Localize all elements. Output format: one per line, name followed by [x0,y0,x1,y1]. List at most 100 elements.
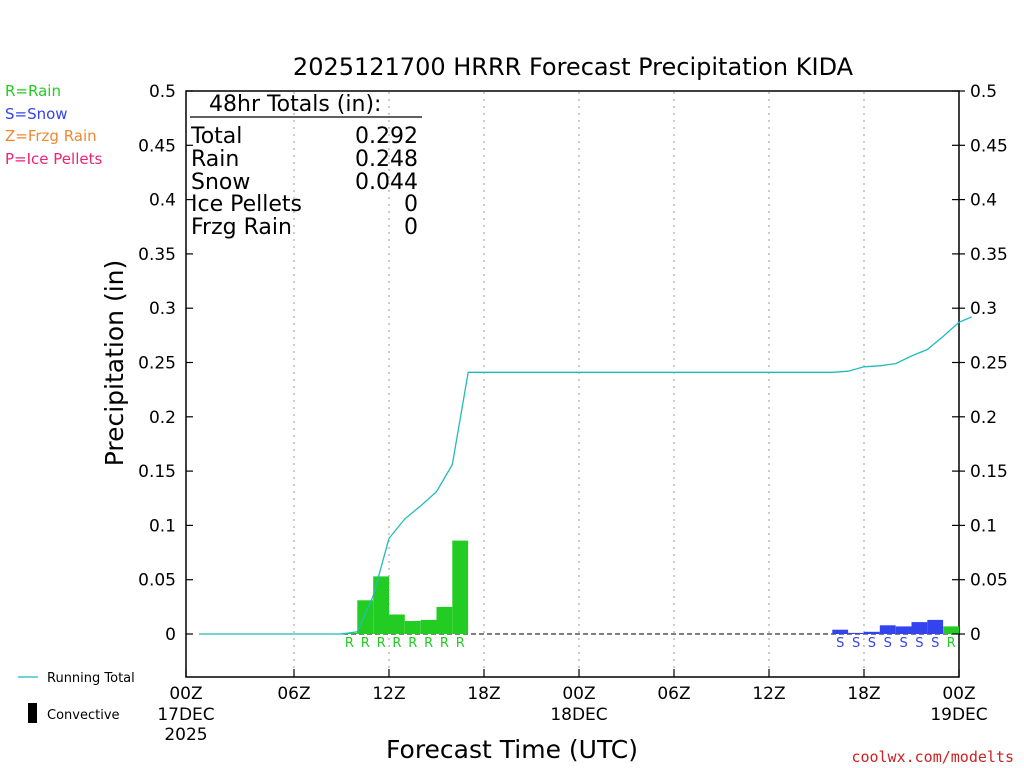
precip-bar [927,619,944,634]
y-axis-left: 0 0.05 0.1 0.15 0.2 0.25 0.3 0.35 0.4 0.45 0.5 [138,82,193,645]
y-tick-label-right: 0.35 [970,245,1008,265]
x-tick-label: 12Z [752,684,785,704]
precip-type-mark: S [899,636,907,651]
y-tick-label: 0.5 [149,82,176,102]
y-tick-label-right: 0.05 [970,571,1008,591]
y-tick-label-right: 0.2 [970,408,997,428]
precip-bar [864,631,880,634]
x-tick-label: 06Z [657,684,690,704]
totals-value-total: 0.292 [355,124,418,149]
precip-bar [357,600,374,634]
precip-bar [895,626,912,634]
x-axis-label: Forecast Time (UTC) [386,735,638,764]
running-total-legend-label: Running Total [47,671,135,686]
precip-type-mark: S [836,636,844,651]
y-axis-right: 0 0.05 0.1 0.15 0.2 0.25 0.3 0.35 0.4 0.45 0.5 [952,82,1008,645]
y-tick-label-right: 0.45 [970,136,1008,156]
precip-type-mark: R [440,636,449,651]
precip-type-mark: R [424,636,433,651]
totals-label-freezing-rain: Frzg Rain [191,215,292,240]
y-tick-label-right: 0.3 [970,299,997,319]
source-credit: coolwx.com/modelts [851,748,1014,766]
x-tick-label: 00Z [562,684,595,704]
y-tick-label-right: 0.4 [970,191,997,211]
y-tick-label: 0.35 [138,245,176,265]
legend-rain: R=Rain [5,82,61,100]
precip-bar [436,606,453,634]
x-tick-label: 00Z [942,684,975,704]
x-tick-date: 18DEC [550,705,607,725]
y-tick-label: 0.45 [138,136,176,156]
precip-bar [373,576,389,634]
precip-type-mark: R [377,636,386,651]
precip-type-mark: S [852,636,860,651]
y-tick-label: 0.4 [149,191,176,211]
precip-type-mark: S [868,636,876,651]
precip-bar [389,614,405,634]
type-legend: R=Rain S=Snow Z=Frzg Rain P=Ice Pellets [5,82,102,168]
x-tick-label: 06Z [277,684,310,704]
precip-bar [420,619,437,634]
precip-bar [452,540,469,634]
precip-type-mark: R [345,636,354,651]
y-tick-label: 0.1 [149,516,176,536]
x-tick-year: 2025 [164,725,207,745]
precip-bar [832,629,849,634]
y-axis-label: Precipitation (in) [100,260,129,467]
x-tick-label: 18Z [467,684,500,704]
bottom-legend: Running Total Convective [18,671,135,723]
legend-snow: S=Snow [5,105,68,123]
y-tick-label: 0.25 [138,354,176,374]
precip-type-mark: S [915,636,923,651]
running-total-series [199,316,972,635]
precip-type-mark: R [392,636,401,651]
x-tick-label: 18Z [847,684,880,704]
convective-legend-label: Convective [47,708,120,723]
y-tick-label-right: 0.25 [970,354,1008,374]
totals-value-snow: 0.044 [355,170,418,195]
totals-value-rain: 0.248 [355,147,418,172]
y-tick-label-right: 0.5 [970,82,997,102]
precip-bars [341,540,959,634]
totals-label-total: Total [190,124,242,149]
precip-bar [848,632,864,634]
precip-type-mark: R [456,636,465,651]
totals-label-ice-pellets: Ice Pellets [191,192,302,217]
precip-type-mark: R [408,636,417,651]
y-tick-label: 0.15 [138,462,176,482]
x-tick-label: 00Z [169,684,202,704]
y-tick-label-right: 0.15 [970,462,1008,482]
chart-title: 2025121700 HRRR Forecast Precipitation K… [293,53,854,81]
y-tick-label-right: 0 [970,625,981,645]
plot-frame [185,90,960,678]
y-tick-label: 0.3 [149,299,176,319]
legend-ice-pellets: P=Ice Pellets [5,150,102,168]
legend-freezing-rain: Z=Frzg Rain [5,127,97,145]
totals-label-snow: Snow [191,170,250,195]
precip-bar [943,626,959,634]
y-tick-label-right: 0.1 [970,516,997,536]
precip-type-mark: S [931,636,939,651]
precip-bar [911,622,928,634]
x-tick-label: 12Z [372,684,405,704]
precip-type-mark: R [361,636,370,651]
precip-bar [879,625,896,634]
totals-box: 48hr Totals (in): Total 0.292 Rain 0.248… [190,92,422,240]
y-tick-label: 0 [165,625,176,645]
y-tick-label: 0.2 [149,408,176,428]
x-tick-date: 17DEC [157,705,214,725]
precip-type-mark: S [884,636,892,651]
totals-value-freezing-rain: 0 [404,215,418,240]
running-total-line [199,316,972,635]
x-tick-date: 19DEC [930,705,987,725]
totals-label-rain: Rain [191,147,239,172]
convective-legend-swatch [28,703,37,723]
totals-header: 48hr Totals (in): [209,92,381,117]
precip-bar [404,621,421,634]
precip-type-mark: R [947,636,956,651]
totals-value-ice-pellets: 0 [404,192,418,217]
